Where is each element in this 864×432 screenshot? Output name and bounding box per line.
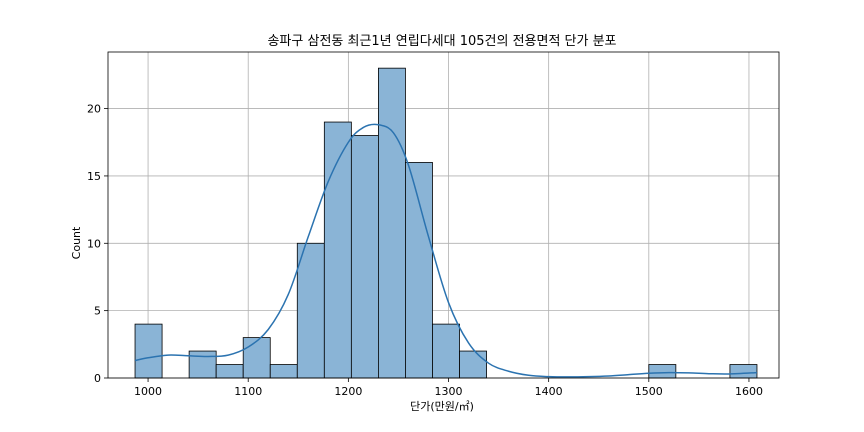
- kde-curve-group: [134, 123, 758, 378]
- histogram-bar: [350, 135, 379, 379]
- chart-title: 송파구 삼전동 최근1년 연립다세대 105건의 전용면적 단가 분포: [267, 34, 616, 49]
- histogram-bar: [405, 162, 433, 379]
- histogram-bar: [459, 350, 487, 379]
- plot-frame: [107, 51, 780, 379]
- histogram-bar: [269, 364, 298, 379]
- y-tick-label: 15: [87, 170, 101, 183]
- y-axis-label: Count: [70, 226, 83, 259]
- x-tick-label: 1300: [435, 385, 463, 398]
- histogram-bar: [188, 350, 217, 379]
- histogram-bar: [323, 121, 352, 379]
- x-tick-label: 1100: [234, 385, 262, 398]
- histogram-bar: [729, 364, 758, 379]
- histogram-bar: [134, 323, 163, 379]
- x-axis-ticks: 1000 1100 1200 1300 1400 1500 1600: [134, 378, 763, 398]
- x-tick-label: 1000: [134, 385, 162, 398]
- x-tick-label: 1400: [535, 385, 563, 398]
- y-tick-label: 0: [94, 372, 101, 385]
- grid-lines: [108, 52, 779, 379]
- x-tick-label: 1200: [334, 385, 362, 398]
- y-axis-ticks: 0 5 10 15 20: [87, 103, 108, 385]
- x-tick-label: 1600: [735, 385, 763, 398]
- histogram-bar: [648, 364, 677, 379]
- histogram-bars: [134, 67, 758, 379]
- kde-curve: [134, 123, 758, 378]
- histogram-bar: [432, 323, 460, 379]
- histogram-bar: [215, 364, 244, 379]
- histogram-bar: [242, 337, 271, 379]
- x-axis-label: 단가(만원/㎡): [410, 400, 474, 413]
- y-tick-label: 10: [87, 237, 101, 250]
- x-tick-label: 1500: [635, 385, 663, 398]
- y-tick-label: 5: [94, 305, 101, 318]
- y-tick-label: 20: [87, 103, 101, 116]
- histogram-bar: [296, 242, 325, 379]
- histogram-bar: [378, 67, 406, 379]
